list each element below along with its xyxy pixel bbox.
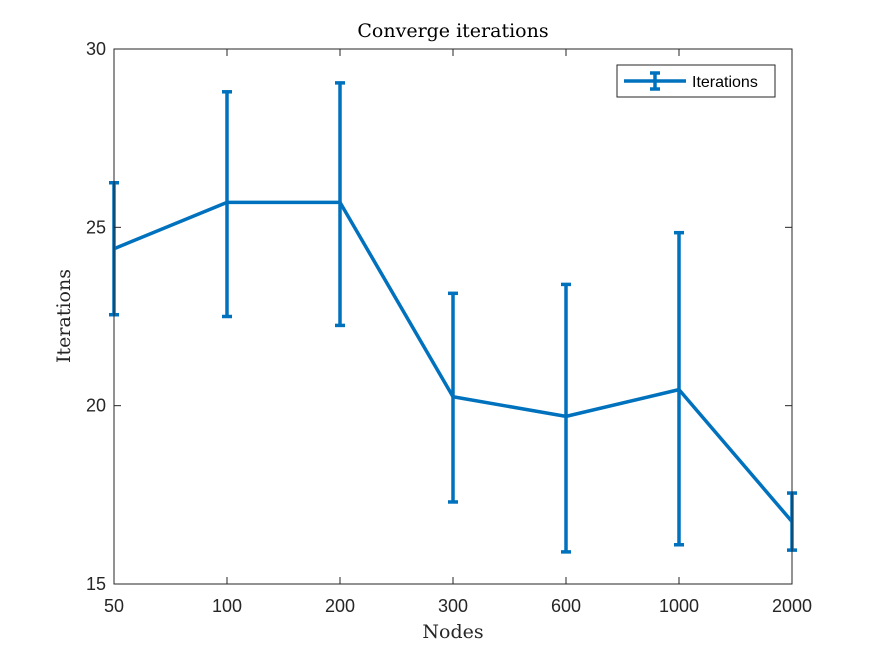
chart-title: Converge iterations	[357, 20, 548, 42]
x-tick-label: 300	[438, 596, 468, 616]
legend-label: Iterations	[692, 74, 758, 91]
x-tick-label: 1000	[659, 596, 699, 616]
y-tick-label: 20	[86, 396, 106, 416]
y-axis-title: Iterations	[53, 269, 75, 363]
x-tick-label: 50	[104, 596, 124, 616]
x-tick-label: 600	[551, 596, 581, 616]
x-tick-label: 200	[325, 596, 355, 616]
x-axis-title: Nodes	[422, 621, 483, 643]
x-tick-label: 2000	[772, 596, 812, 616]
legend: Iterations	[616, 64, 776, 98]
x-axis: 50 100 200 300 600 1000 2000	[104, 49, 812, 616]
y-tick-label: 25	[86, 217, 106, 237]
x-tick-label: 100	[212, 596, 242, 616]
y-axis: 15 20 25 30	[86, 39, 792, 594]
y-tick-label: 15	[86, 574, 106, 594]
y-tick-label: 30	[86, 39, 106, 59]
